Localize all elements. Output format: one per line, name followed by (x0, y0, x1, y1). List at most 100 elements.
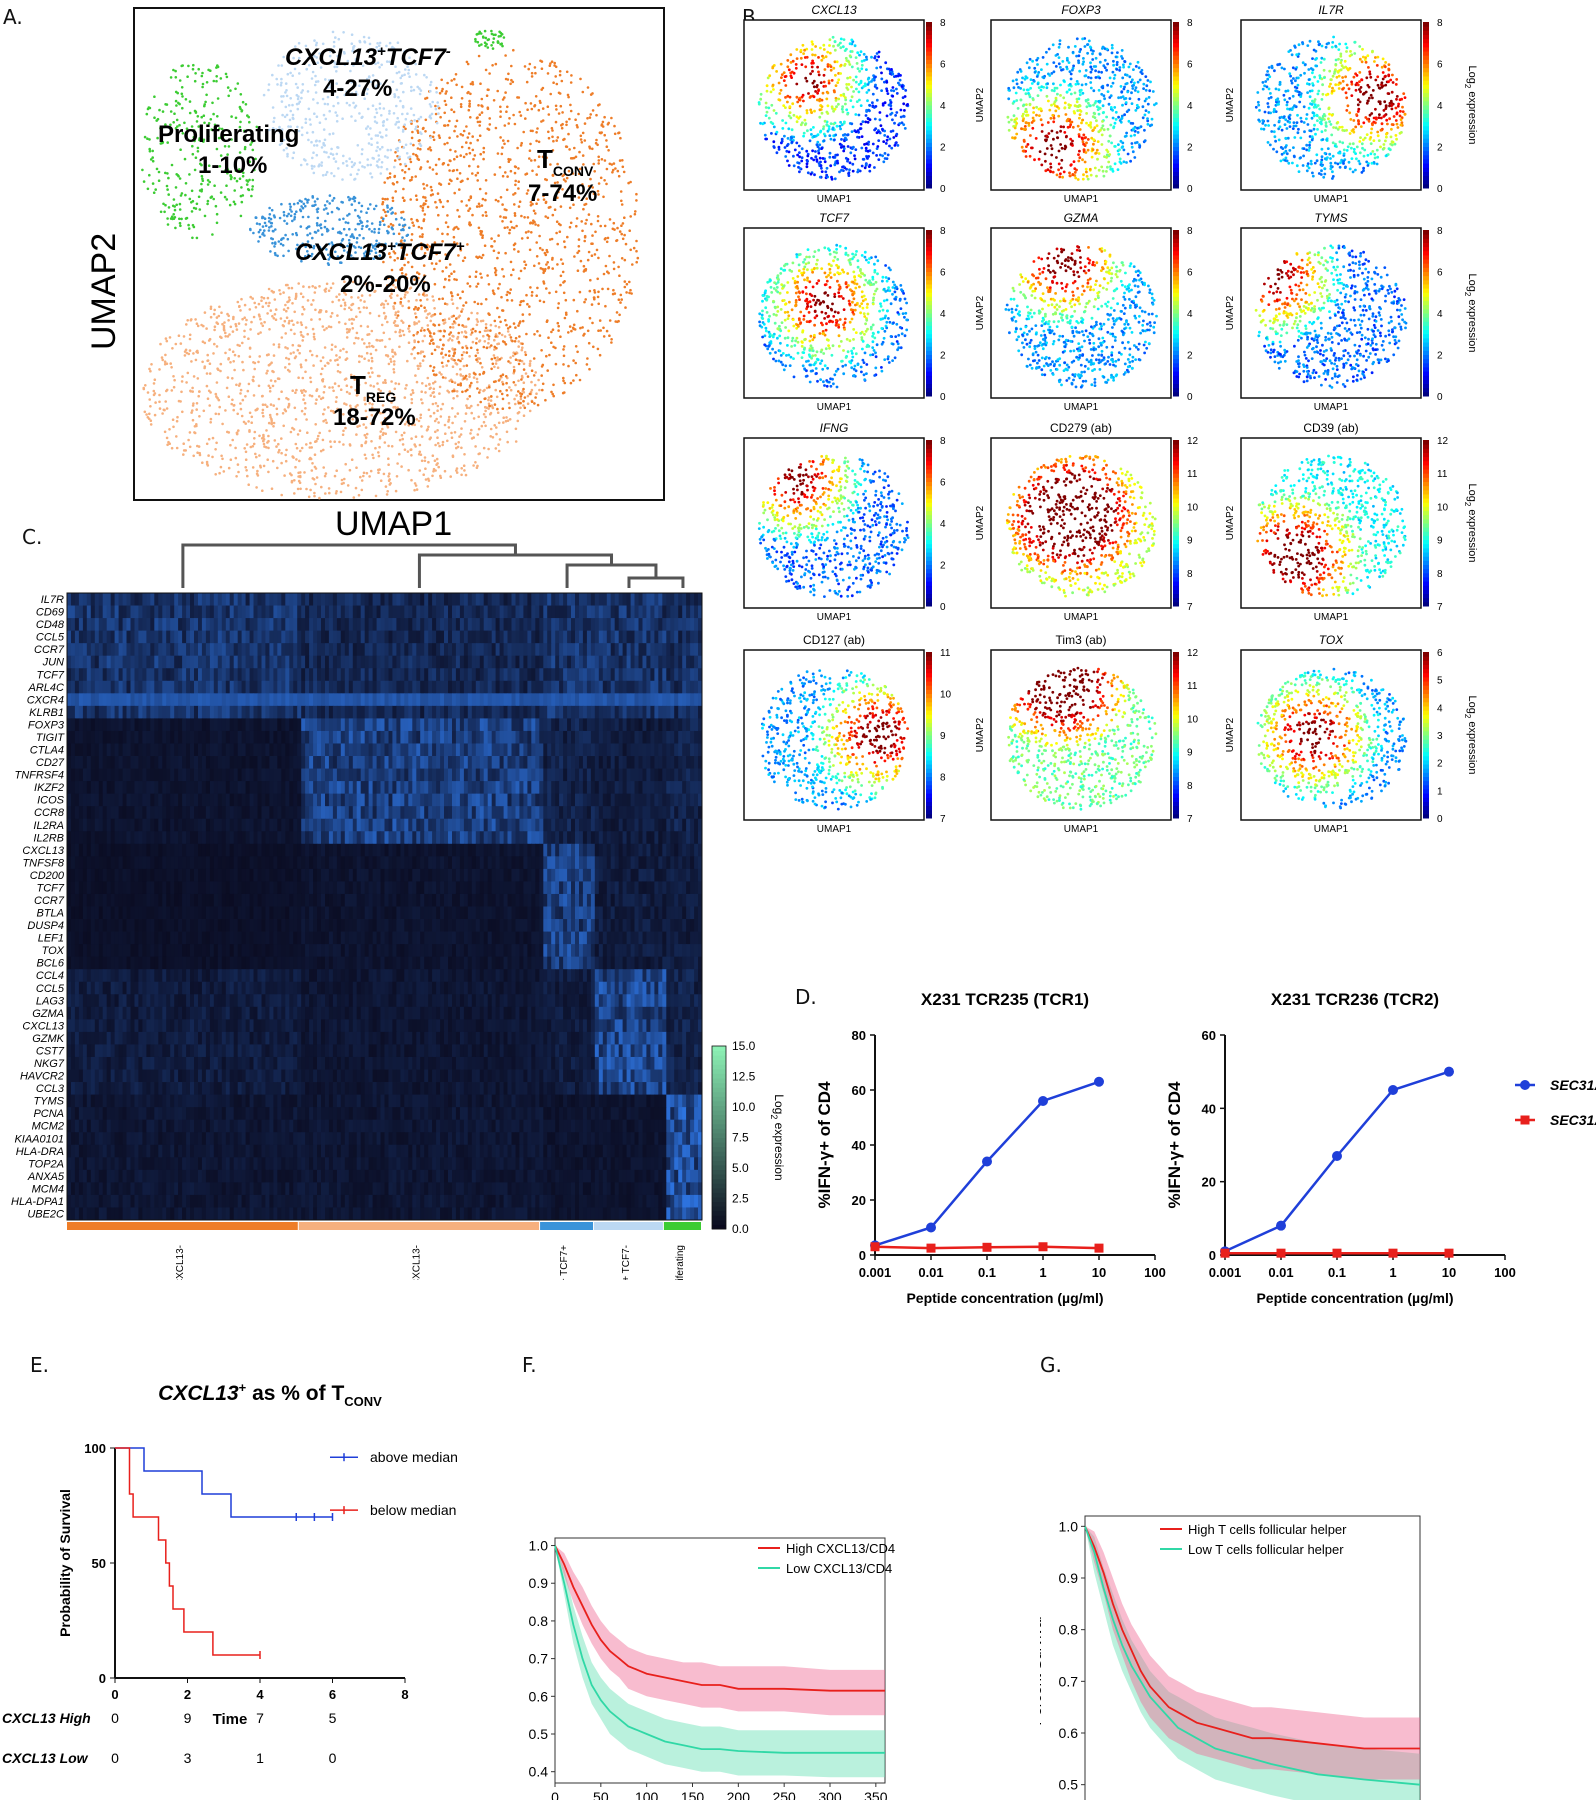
colorbar-segment (1173, 22, 1179, 27)
colorbar-segment (926, 722, 932, 728)
colorbar-segment (1423, 456, 1429, 462)
colorbar-segment (1423, 747, 1429, 753)
colorbar-segment (926, 230, 932, 235)
colorbar-segment (1173, 317, 1179, 322)
gene-label: NKG7 (34, 1058, 65, 1070)
panel-letter-e: E. (30, 1353, 49, 1377)
colorbar-segment (926, 313, 932, 318)
colorbar-segment (1423, 751, 1429, 757)
colorbar-segment (926, 460, 932, 466)
colorbar-tick: 8 (940, 773, 946, 784)
gene-label: TOX (42, 945, 65, 957)
colorbar-tick: 3 (1437, 731, 1443, 742)
feature-panel-1: FOXP3 UMAP1 UMAP2 0 2 4 6 8 (975, 3, 1193, 205)
y-axis-label: Percent Survival (1040, 1616, 1045, 1725)
colorbar-segment (1173, 175, 1179, 181)
group-bar (298, 1222, 540, 1230)
colorbar-segment (926, 784, 932, 790)
colorbar-segment (1423, 259, 1429, 264)
cluster-pct-cxcl13-tcf7-neg: 4-27% (323, 75, 392, 102)
colorbar-segment (1173, 568, 1179, 574)
colorbar-segment (926, 714, 932, 719)
colorbar-tick: 0 (1187, 392, 1193, 403)
colorbar-segment (1173, 718, 1179, 724)
colorbar-segment (926, 452, 932, 458)
colorbar-segment (926, 75, 932, 81)
series-line-0 (1224, 1070, 1450, 1253)
colorbar-segment (1173, 523, 1179, 528)
colorbar-segment (1173, 493, 1179, 499)
colorbar-segment (1423, 660, 1429, 665)
feature-x-label: UMAP1 (1314, 612, 1349, 623)
colorbar-tick: 8 (1187, 781, 1193, 792)
panel-letter-g: G. (1040, 1353, 1062, 1377)
gene-heatmap: IL7RCD69CD48CCL5CCR7JUNTCF7ARL4CCXCR4KLR… (11, 543, 786, 1280)
colorbar-segment (1173, 354, 1179, 360)
colorbar-segment (926, 317, 932, 322)
colorbar-segment (1423, 167, 1429, 172)
colorbar-segment (1173, 271, 1179, 277)
colorbar-tick: 9 (1187, 748, 1193, 759)
colorbar-tick: 4 (1187, 309, 1193, 320)
colorbar-segment (1423, 726, 1429, 732)
colorbar-segment (926, 801, 932, 807)
colorbar-segment (1173, 342, 1179, 347)
colorbar-segment (926, 676, 932, 682)
colorbar-tick: 6 (1437, 268, 1443, 279)
colorbar-segment (1423, 84, 1429, 89)
colorbar-segment (1423, 230, 1429, 235)
colorbar-segment (1173, 813, 1179, 819)
colorbar-tick: 7.5 (732, 1131, 749, 1145)
colorbar-segment (926, 271, 932, 277)
colorbar-segment (926, 342, 932, 347)
colorbar-segment (1423, 780, 1429, 786)
colorbar-segment (1173, 246, 1179, 252)
data-point (1276, 1220, 1286, 1231)
colorbar-segment (1423, 275, 1429, 281)
colorbar-segment (1173, 527, 1179, 532)
feature-title: CD127 (ab) (803, 633, 865, 647)
colorbar-segment (712, 1224, 726, 1230)
colorbar-segment (1423, 718, 1429, 724)
colorbar-segment (1173, 772, 1179, 777)
title-mid: as % of T (246, 1382, 344, 1405)
colorbar-segment (926, 154, 932, 160)
gene-label: CCL5 (36, 983, 65, 995)
colorbar-segment (1423, 92, 1429, 98)
colorbar-segment (926, 292, 932, 297)
colorbar-segment (1423, 59, 1429, 64)
y-tick-label: 0.5 (1059, 1777, 1079, 1793)
colorbar-tick: 4 (940, 101, 946, 112)
colorbar-segment (926, 279, 932, 285)
colorbar-tick: 0 (1187, 184, 1193, 195)
x-tick-label: 0 (551, 1789, 559, 1800)
colorbar-segment (1173, 556, 1179, 561)
feature-y-label: UMAP2 (1225, 295, 1236, 330)
survival-curve-1 (1084, 1525, 1421, 1786)
colorbar-segment (1173, 764, 1179, 769)
plot-frame (554, 1537, 886, 1784)
dose-title: X231 TCR236 (TCR2) (1271, 990, 1439, 1009)
gene-label: DUSP4 (27, 920, 64, 932)
colorbar-segment (1423, 805, 1429, 811)
group-label: FOXP3+ CXCL13- (411, 1245, 422, 1280)
colorbar-segment (926, 304, 932, 310)
colorbar-segment (926, 379, 932, 385)
colorbar-segment (1173, 238, 1179, 243)
gene-label: HLA-DRA (16, 1146, 64, 1158)
feature-panel-6: IFNGUMAP1UMAP202468 (743, 421, 946, 623)
legend-label: High CXCL13/CD4 (786, 1541, 895, 1556)
colorbar-segment (926, 743, 932, 748)
colorbar-segment (712, 1151, 726, 1157)
gene-label: ICOS (37, 795, 65, 807)
colorbar-segment (1173, 71, 1179, 77)
colorbar-segment (1423, 379, 1429, 385)
colorbar-segment (926, 366, 932, 372)
colorbar-segment (1423, 75, 1429, 81)
data-point (1094, 1076, 1104, 1087)
colorbar-segment (926, 300, 932, 306)
colorbar-tick: 4 (1437, 309, 1443, 320)
gene-label: BTLA (36, 908, 64, 920)
